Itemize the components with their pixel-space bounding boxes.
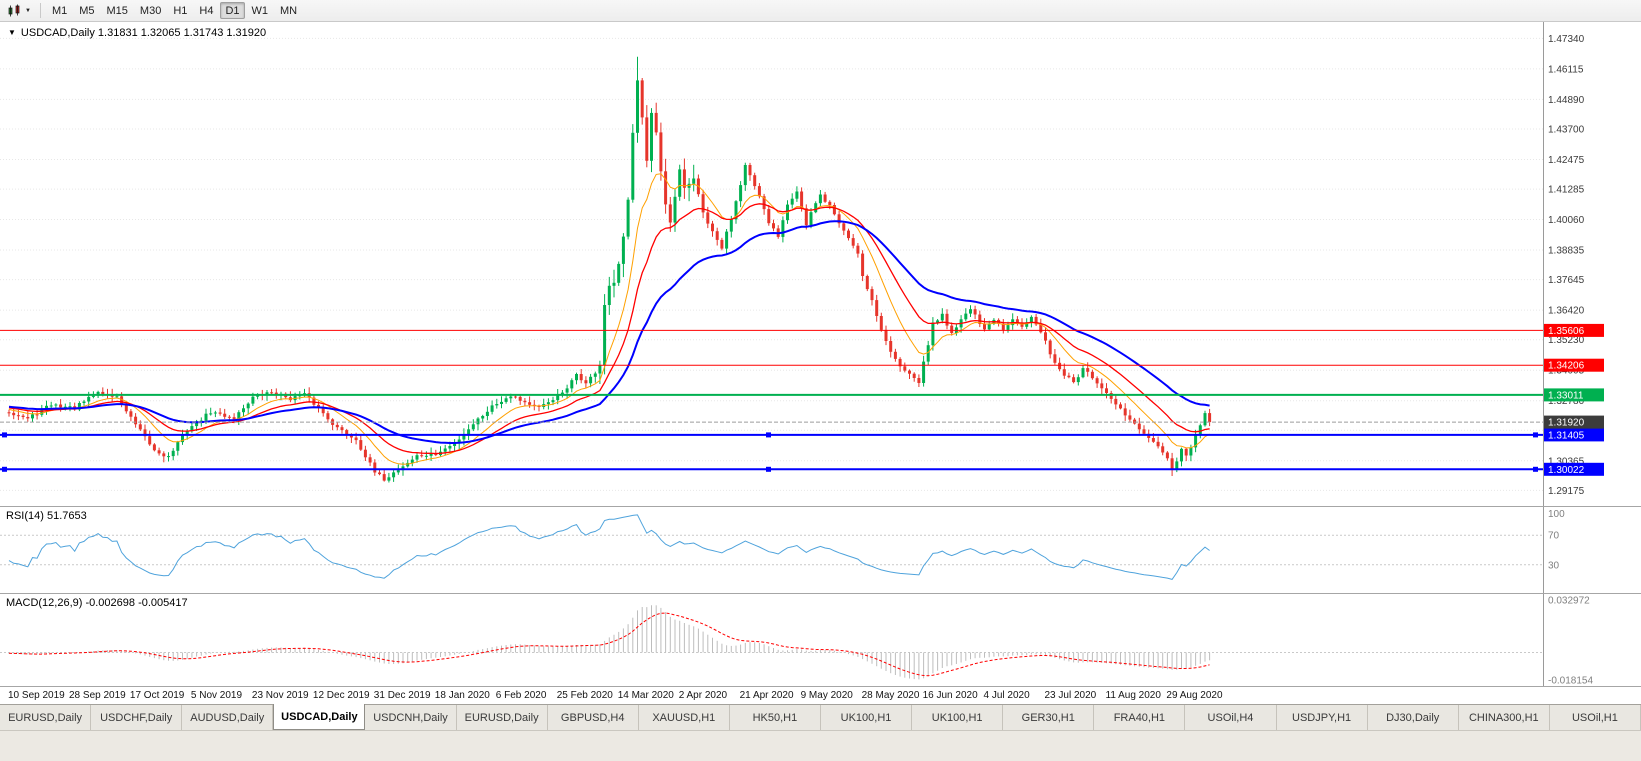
date-label: 23 Nov 2019: [251, 690, 309, 701]
timeframe-button-m30[interactable]: M30: [139, 5, 162, 17]
macd-signal-line: [8, 612, 1210, 677]
svg-text:1.30365: 1.30365: [1548, 456, 1585, 467]
svg-text:-0.018154: -0.018154: [1548, 675, 1593, 686]
timeframe-button-w1[interactable]: W1: [251, 5, 269, 17]
tab-usdchf-daily[interactable]: USDCHF,Daily: [91, 705, 183, 730]
svg-text:1.42475: 1.42475: [1548, 155, 1585, 166]
timeframe-button-m15[interactable]: M15: [106, 5, 128, 17]
date-label: 17 Oct 2019: [129, 690, 185, 701]
svg-text:1.36420: 1.36420: [1548, 306, 1585, 317]
timeframe-button-h4[interactable]: H4: [199, 5, 214, 17]
rsi-pane[interactable]: 100 70 30: [0, 507, 1641, 594]
svg-text:1.41285: 1.41285: [1548, 185, 1585, 196]
chart-ohlc-header: ▼ USDCAD,Daily 1.31831 1.32065 1.31743 1…: [8, 27, 266, 39]
date-label: 14 Mar 2020: [617, 690, 674, 701]
date-label: 29 Aug 2020: [1166, 690, 1223, 701]
svg-text:1.30022: 1.30022: [1548, 465, 1585, 476]
moving-average-20: [8, 203, 1210, 455]
svg-text:70: 70: [1548, 531, 1560, 542]
date-label: 12 Dec 2019: [312, 690, 370, 701]
svg-text:1.37645: 1.37645: [1548, 275, 1585, 286]
date-label: 31 Dec 2019: [373, 690, 431, 701]
tab-fra40-h1[interactable]: FRA40,H1: [1094, 705, 1186, 730]
tab-uk100-h1[interactable]: UK100,H1: [912, 705, 1004, 730]
timeframe-buttons: M1 M5 M15 M30 H1 H4 D1 W1 MN: [46, 2, 303, 19]
timeframe-button-m1[interactable]: M1: [51, 5, 68, 17]
status-bar: [0, 730, 1641, 761]
date-label: 9 May 2020: [800, 690, 853, 701]
svg-text:1.46115: 1.46115: [1548, 64, 1584, 75]
svg-text:30: 30: [1548, 560, 1560, 571]
tab-ger30-h1[interactable]: GER30,H1: [1003, 705, 1095, 730]
tab-hk50-h1[interactable]: HK50,H1: [730, 705, 821, 730]
chart-type-button[interactable]: ▼: [3, 2, 35, 20]
date-label: 23 Jul 2020: [1044, 690, 1097, 701]
date-label: 21 Apr 2020: [739, 690, 794, 701]
svg-text:1.38835: 1.38835: [1548, 246, 1585, 257]
horizontal-line-1.30022[interactable]: [0, 466, 1543, 472]
chart-tab-bar: EURUSD,Daily USDCHF,Daily AUDUSD,Daily USDC…: [0, 704, 1641, 730]
svg-text:100: 100: [1548, 509, 1565, 520]
macd-indicator-label: MACD(12,26,9) -0.002698 -0.005417: [6, 597, 188, 609]
svg-text:1.31405: 1.31405: [1548, 430, 1585, 441]
tab-china300-h1[interactable]: CHINA300,H1: [1459, 705, 1550, 730]
toolbar-separator: [39, 3, 41, 18]
date-label: 16 Jun 2020: [922, 690, 978, 701]
chevron-down-icon: ▼: [25, 7, 31, 14]
tab-dj30-daily[interactable]: DJ30,Daily: [1368, 705, 1459, 730]
date-label: 5 Nov 2019: [190, 690, 243, 701]
date-label: 18 Jan 2020: [434, 690, 490, 701]
date-label: 11 Aug 2020: [1105, 690, 1161, 701]
candlestick-chart-icon: [8, 4, 20, 16]
timeframe-button-d1[interactable]: D1: [220, 2, 245, 19]
tab-usdcnh-daily[interactable]: USDCNH,Daily: [365, 705, 457, 730]
toolbar: ▼ M1 M5 M15 M30 H1 H4 D1 W1 MN: [0, 0, 1641, 22]
date-label: 28 May 2020: [861, 690, 920, 701]
date-label: 28 Sep 2019: [69, 690, 126, 701]
tab-audusd-daily[interactable]: AUDUSD,Daily: [182, 705, 274, 730]
svg-text:1.29175: 1.29175: [1548, 486, 1585, 497]
tab-usdjpy-h1[interactable]: USDJPY,H1: [1277, 705, 1368, 730]
timeframe-button-m5[interactable]: M5: [79, 5, 95, 17]
tab-eurusd-daily[interactable]: EURUSD,Daily: [0, 705, 92, 730]
svg-text:0.032972: 0.032972: [1548, 596, 1590, 607]
svg-text:1.32780: 1.32780: [1548, 396, 1585, 407]
moving-average-40: [8, 220, 1210, 444]
horizontal-line-1.31405[interactable]: [0, 432, 1543, 438]
tab-xauusd-h1[interactable]: XAUUSD,H1: [639, 705, 730, 730]
svg-text:1.47340: 1.47340: [1548, 34, 1585, 45]
candles: [7, 56, 1212, 483]
price-pane[interactable]: 1.47340 1.46115 1.44890 1.43700 1.42475 1.412…: [0, 22, 1641, 507]
timeframe-button-mn[interactable]: MN: [280, 5, 298, 17]
svg-text:1.40060: 1.40060: [1548, 215, 1585, 226]
date-label: 10 Sep 2019: [8, 690, 65, 701]
tab-usdcad-daily[interactable]: USDCAD,Daily: [273, 704, 366, 730]
macd-pane[interactable]: 0.032972 -0.018154: [0, 594, 1641, 687]
timeframe-button-h1[interactable]: H1: [173, 5, 188, 17]
rsi-line: [8, 514, 1210, 580]
svg-text:1.35230: 1.35230: [1548, 335, 1585, 346]
date-label: 2 Apr 2020: [678, 690, 728, 701]
svg-text:1.35606: 1.35606: [1548, 326, 1585, 337]
date-label: 25 Feb 2020: [556, 690, 613, 701]
symbol-ohlc-text: USDCAD,Daily 1.31831 1.32065 1.31743 1.3…: [20, 27, 267, 39]
tab-usoil-h4[interactable]: USOil,H4: [1185, 705, 1277, 730]
symbol-marker-icon: ▼: [8, 28, 16, 37]
tab-eurusd-daily[interactable]: EURUSD,Daily: [457, 705, 548, 730]
tab-uk100-h1[interactable]: UK100,H1: [821, 705, 913, 730]
svg-text:1.31920: 1.31920: [1548, 418, 1585, 429]
svg-text:1.44890: 1.44890: [1548, 95, 1585, 106]
tab-usoil-h1[interactable]: USOil,H1: [1550, 705, 1641, 730]
tab-gbpusd-h4[interactable]: GBPUSD,H4: [548, 705, 639, 730]
date-axis: 10 Sep 2019 28 Sep 2019 17 Oct 2019 5 Nov 2…: [0, 687, 1641, 704]
svg-text:1.33011: 1.33011: [1548, 390, 1584, 401]
svg-text:1.43700: 1.43700: [1548, 125, 1585, 136]
svg-text:1.34206: 1.34206: [1548, 361, 1585, 372]
date-label: 4 Jul 2020: [983, 690, 1030, 701]
rsi-indicator-label: RSI(14) 51.7653: [6, 510, 87, 522]
date-label: 6 Feb 2020: [495, 690, 547, 701]
